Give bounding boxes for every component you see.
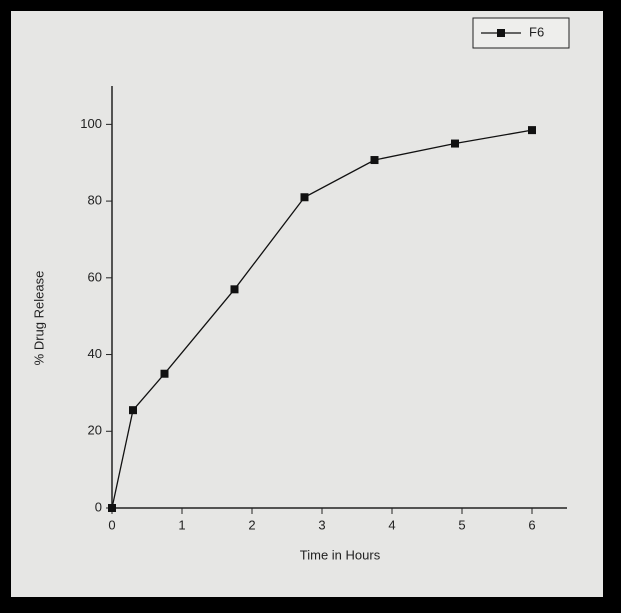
- y-tick-label: 40: [88, 346, 102, 361]
- data-point: [108, 504, 116, 512]
- data-point: [451, 139, 459, 148]
- x-tick-label: 6: [528, 517, 535, 532]
- y-tick-label: 20: [88, 423, 102, 438]
- y-tick-label: 80: [88, 193, 102, 208]
- data-point: [370, 156, 379, 165]
- y-axis-label: % Drug Release: [31, 271, 46, 366]
- y-tick-label: 100: [80, 116, 102, 131]
- x-tick-label: 5: [458, 517, 465, 532]
- legend-marker: [497, 29, 505, 37]
- x-tick-label: 0: [108, 517, 115, 532]
- data-point: [528, 126, 536, 135]
- data-point: [129, 406, 137, 415]
- legend-label: F6: [529, 24, 544, 39]
- y-tick-label: 60: [88, 269, 102, 284]
- x-tick-label: 3: [318, 517, 325, 532]
- x-tick-label: 1: [178, 517, 185, 532]
- data-point: [160, 369, 169, 378]
- data-point: [300, 193, 309, 202]
- x-tick-label: 2: [248, 517, 255, 532]
- x-axis-label: Time in Hours: [300, 547, 381, 562]
- photo-frame: [7, 7, 607, 601]
- x-tick-label: 4: [388, 517, 395, 532]
- y-tick-label: 0: [95, 499, 102, 514]
- series-line: [111, 129, 533, 509]
- data-point: [230, 285, 239, 294]
